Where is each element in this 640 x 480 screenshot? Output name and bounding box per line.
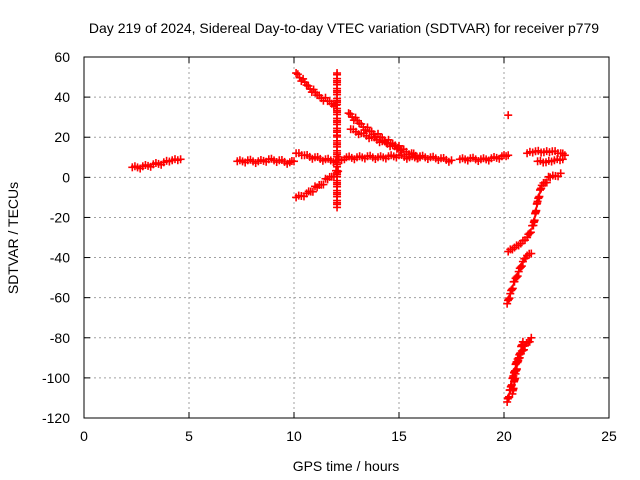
data-point (513, 272, 522, 281)
data-point (525, 337, 534, 346)
data-point (517, 262, 526, 271)
data-point (512, 273, 521, 282)
x-tick-label: 20 (496, 428, 512, 444)
data-point (504, 111, 513, 120)
data-point (508, 284, 517, 293)
chart-title: Day 219 of 2024, Sidereal Day-to-day VTE… (89, 20, 599, 36)
x-tick-label: 0 (80, 428, 88, 444)
x-tick-label: 5 (185, 428, 193, 444)
y-tick-label: 0 (62, 169, 70, 185)
data-point (525, 229, 534, 238)
data-point (556, 169, 565, 178)
tick-marks-layer (83, 56, 610, 419)
y-tick-label: -60 (50, 290, 70, 306)
data-point (527, 249, 536, 258)
data-point (308, 187, 317, 196)
y-tick-label: 40 (54, 89, 70, 105)
data-point (558, 155, 567, 164)
data-point (542, 178, 551, 187)
grid-layer (84, 57, 609, 418)
data-point (507, 285, 516, 294)
data-point (527, 333, 536, 342)
x-tick-label: 15 (391, 428, 407, 444)
data-point (302, 81, 311, 90)
data-point (560, 151, 569, 160)
data-point (516, 263, 525, 272)
data-point (290, 157, 298, 166)
y-tick-label: -100 (42, 370, 70, 386)
y-tick-label: 20 (54, 129, 70, 145)
data-point (526, 228, 535, 237)
data-point (292, 69, 301, 78)
y-tick-labels: -120 -100 -80 -60 -40 -20 0 20 40 60 (42, 49, 70, 426)
x-tick-labels: 0 5 10 15 20 25 (80, 428, 617, 444)
y-tick-label: 60 (54, 49, 70, 65)
x-axis-label: GPS time / hours (293, 458, 400, 474)
data-point (319, 180, 328, 189)
y-axis-label: SDTVAR / TECUs (5, 182, 21, 294)
plot-frame (83, 56, 610, 419)
y-tick-label: -80 (50, 330, 70, 346)
data-point (416, 153, 424, 162)
data-point (176, 155, 185, 164)
x-tick-label: 10 (286, 428, 302, 444)
data-point (399, 145, 408, 154)
y-tick-label: -40 (50, 250, 70, 266)
data-point (333, 203, 342, 212)
data-point (447, 156, 456, 165)
y-tick-label: -120 (42, 410, 70, 426)
data-point (518, 337, 527, 346)
data-point (344, 109, 353, 118)
data-point (509, 384, 518, 393)
y-tick-label: -20 (50, 209, 70, 225)
x-tick-label: 25 (601, 428, 617, 444)
data-points-layer (128, 69, 569, 406)
data-point (504, 151, 513, 160)
